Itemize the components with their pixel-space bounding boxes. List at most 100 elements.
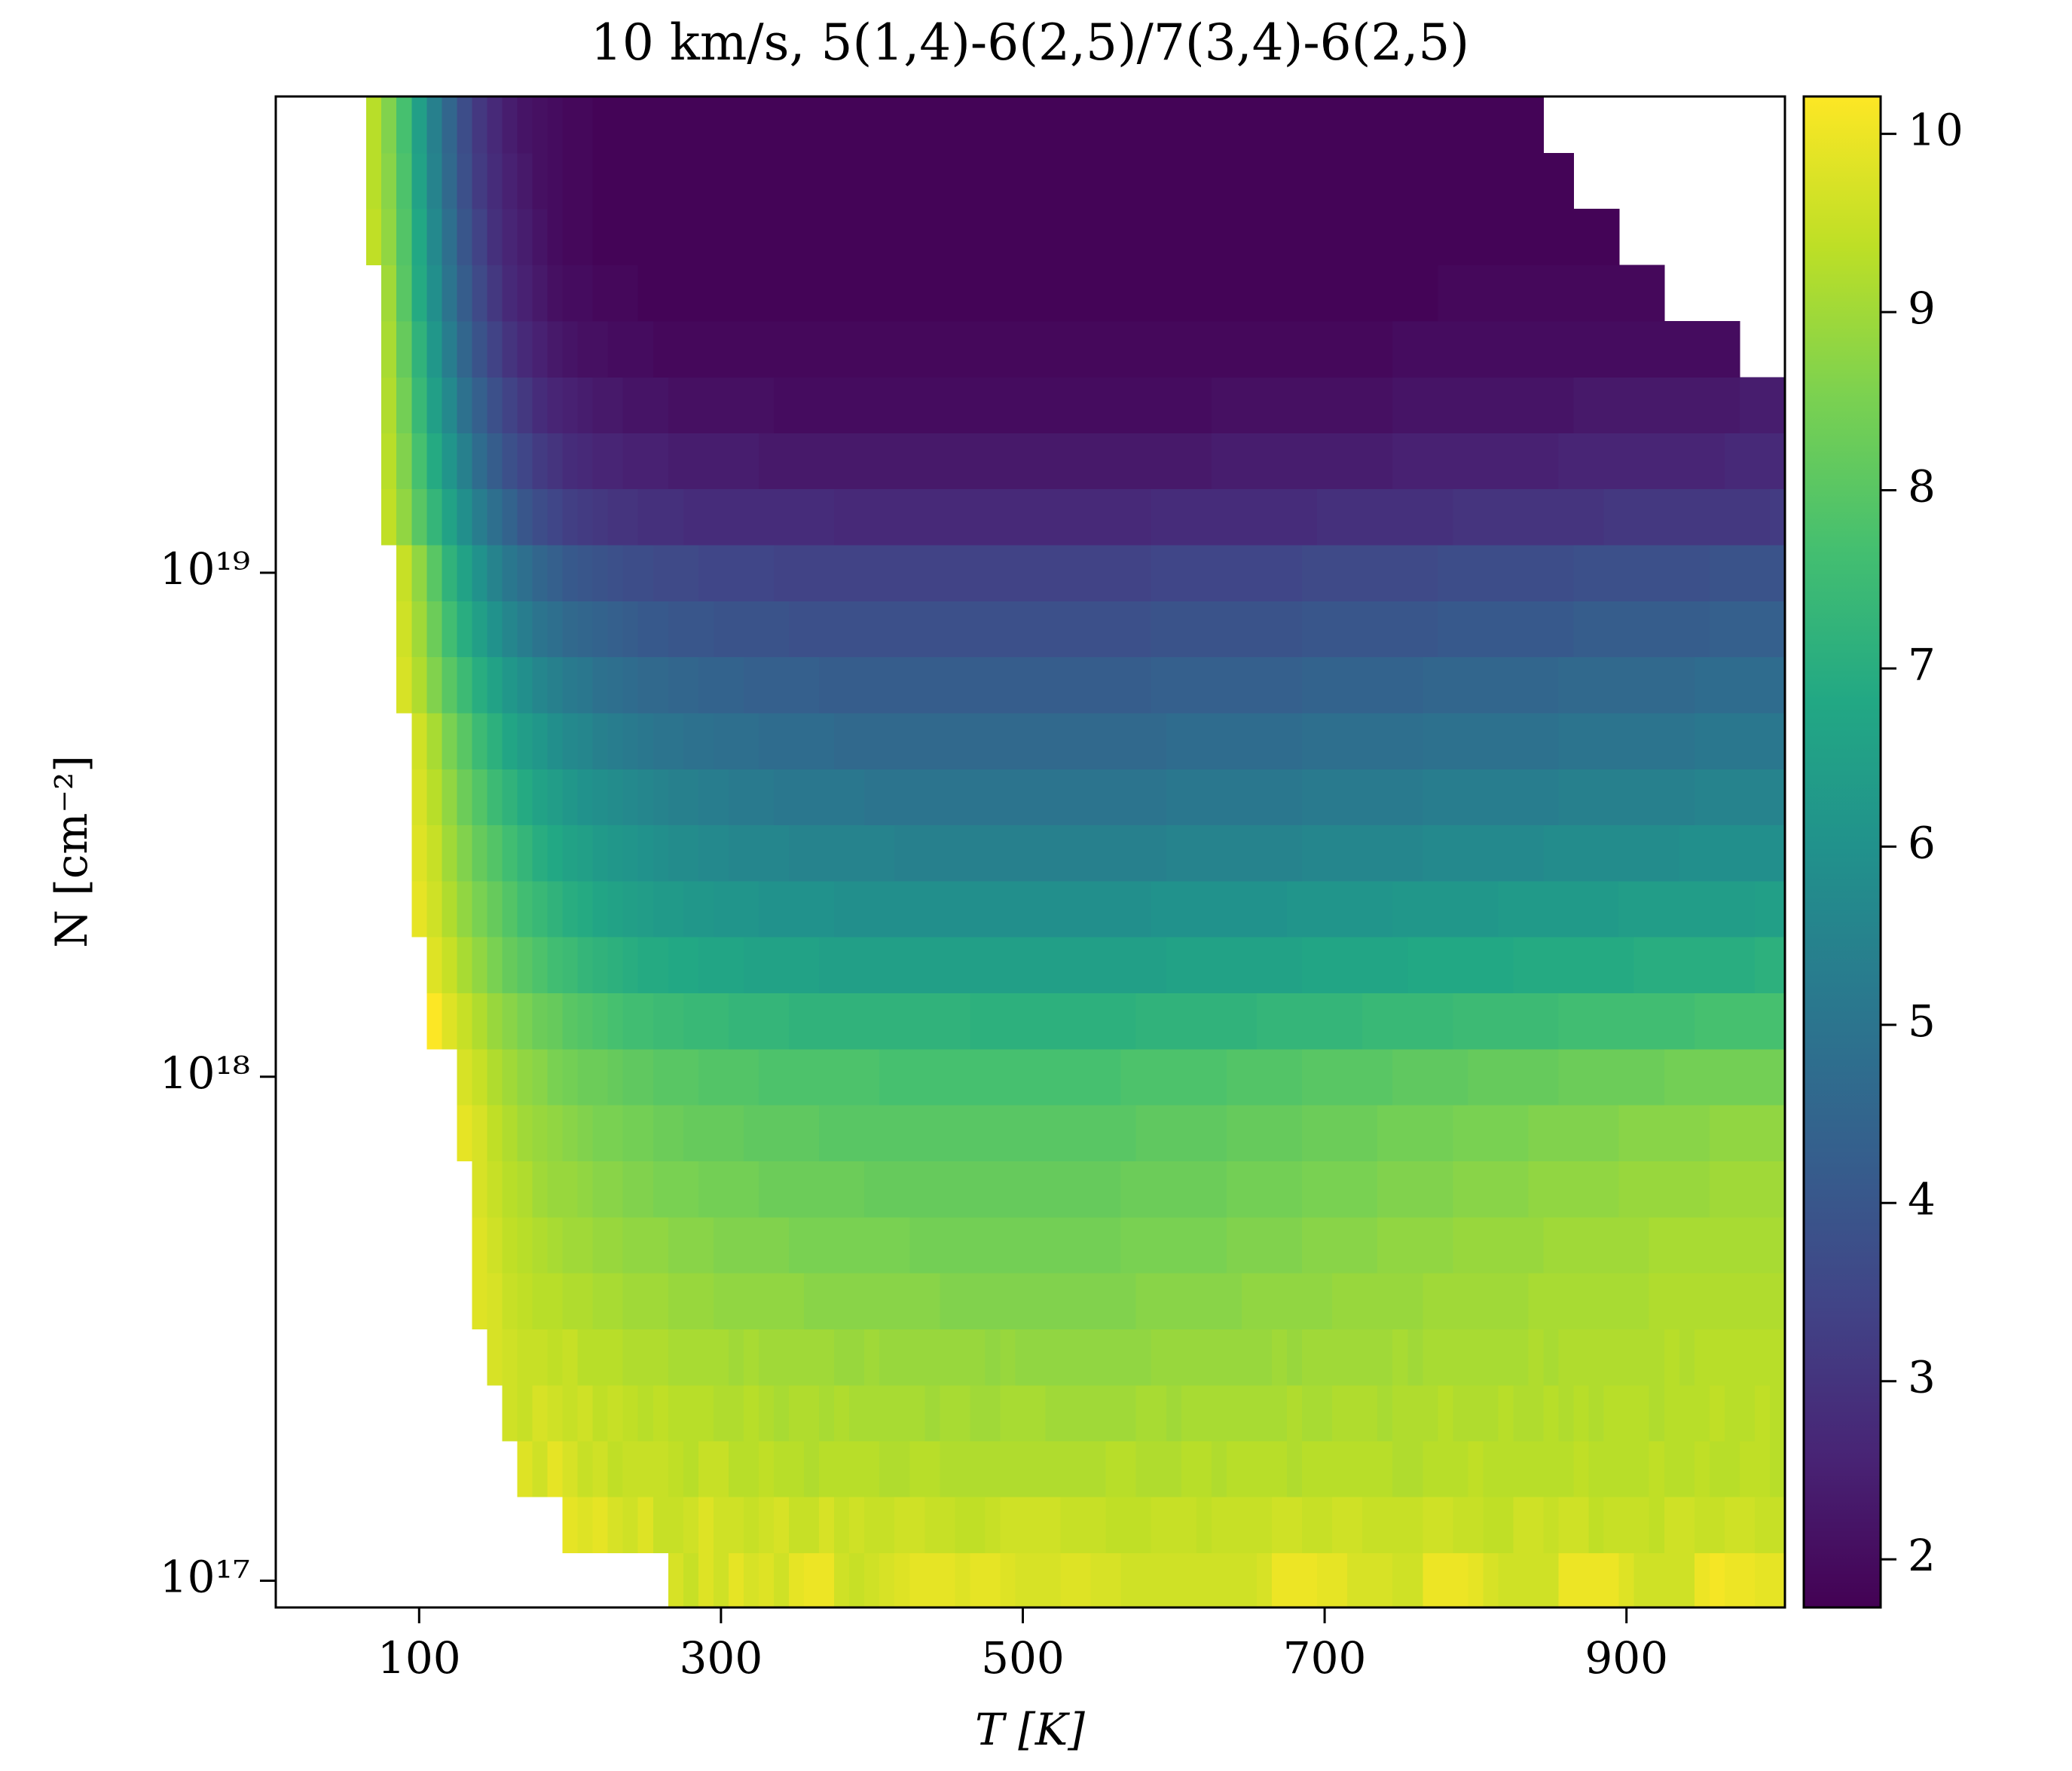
heatmap-cell [1543, 1048, 1560, 1106]
heatmap-cell [1090, 152, 1107, 210]
heatmap-cell [472, 1216, 488, 1274]
heatmap-cell [1423, 601, 1438, 658]
heatmap-cell [652, 209, 669, 266]
heatmap-cell [1211, 1048, 1227, 1106]
heatmap-cell [924, 1216, 940, 1274]
heatmap-cell [1015, 96, 1031, 154]
heatmap-cell [1498, 1384, 1514, 1442]
heatmap-cell [1317, 1552, 1333, 1607]
heatmap-cell [1362, 1329, 1378, 1386]
heatmap-cell [1498, 656, 1514, 714]
heatmap-cell [1769, 993, 1785, 1050]
heatmap-cell [1015, 320, 1031, 378]
heatmap-cell [1332, 152, 1348, 210]
heatmap-cell [1090, 601, 1107, 658]
heatmap-cell [985, 1048, 1001, 1106]
heatmap-cell [1271, 1273, 1288, 1330]
heatmap-cell [592, 656, 609, 714]
heatmap-cell [970, 152, 986, 210]
heatmap-cell [773, 824, 790, 882]
heatmap-cell [652, 544, 669, 601]
heatmap-cell [1679, 1161, 1695, 1218]
heatmap-cell [1573, 1273, 1590, 1330]
heatmap-cell [502, 881, 518, 937]
heatmap-cell [955, 1216, 970, 1274]
heatmap-cell [713, 1329, 729, 1386]
heatmap-cell [1528, 769, 1545, 826]
heatmap-cell [1317, 209, 1333, 266]
heatmap-cell [985, 544, 1001, 601]
heatmap-cell [804, 377, 820, 433]
heatmap-cell [924, 993, 940, 1050]
heatmap-cell [1392, 1273, 1408, 1330]
heatmap-cell [1241, 544, 1258, 601]
heatmap-cell [773, 1161, 790, 1218]
heatmap-cell [517, 377, 533, 433]
heatmap-cell [652, 824, 669, 882]
heatmap-cell [1664, 937, 1680, 993]
heatmap-cell [1618, 881, 1635, 937]
heatmap-cell [1045, 937, 1062, 993]
heatmap-cell [1090, 993, 1107, 1050]
heatmap-cell [457, 320, 472, 378]
heatmap-cell [1045, 488, 1062, 546]
heatmap-cell [1015, 824, 1031, 882]
heatmap-cell [1181, 1552, 1197, 1607]
heatmap-cell [698, 1440, 714, 1497]
heatmap-cell [622, 96, 639, 154]
heatmap-cell [1045, 656, 1062, 714]
heatmap-cell [1271, 1048, 1288, 1106]
heatmap-cell [517, 544, 533, 601]
heatmap-cell [1166, 824, 1182, 882]
heatmap-cell [1256, 1048, 1273, 1106]
heatmap-cell [1392, 488, 1408, 546]
heatmap-cell [562, 320, 579, 378]
heatmap-cell [1588, 656, 1605, 714]
heatmap-cell [1241, 1384, 1258, 1442]
heatmap-cell [1407, 1440, 1423, 1497]
heatmap-cell [472, 712, 488, 769]
heatmap-cell [1135, 656, 1152, 714]
heatmap-cell [1332, 433, 1348, 490]
heatmap-cell [1769, 937, 1785, 993]
heatmap-cell [426, 96, 442, 154]
heatmap-cell [1603, 1216, 1620, 1274]
heatmap-cell [1739, 1273, 1756, 1330]
heatmap-cell [1392, 1384, 1408, 1442]
heatmap-cell [1694, 712, 1710, 769]
heatmap-cell [1151, 152, 1167, 210]
heatmap-cell [1332, 1329, 1348, 1386]
heatmap-cell [1317, 937, 1333, 993]
heatmap-cell [1287, 1048, 1303, 1106]
heatmap-cell [396, 656, 412, 714]
heatmap-cell [1618, 601, 1635, 658]
heatmap-cell [1694, 1273, 1710, 1330]
heatmap-cell [547, 824, 564, 882]
heatmap-cell [1166, 1384, 1182, 1442]
heatmap-cell [1211, 1104, 1227, 1161]
heatmap-cell [1739, 544, 1756, 601]
heatmap-cell [1423, 1048, 1438, 1106]
heatmap-cell [1769, 824, 1785, 882]
heatmap-cell [637, 824, 654, 882]
heatmap-cell [894, 769, 910, 826]
heatmap-cell [698, 209, 714, 266]
heatmap-cell [1362, 1552, 1378, 1607]
heatmap-cell [758, 1273, 775, 1330]
heatmap-cell [1226, 488, 1242, 546]
heatmap-cell [1135, 433, 1152, 490]
heatmap-cell [1423, 656, 1438, 714]
heatmap-cell [1317, 601, 1333, 658]
heatmap-cell [487, 993, 503, 1050]
heatmap-cell [562, 1273, 579, 1330]
heatmap-cell [683, 601, 699, 658]
heatmap-cell [909, 1048, 925, 1106]
heatmap-cell [1664, 1329, 1680, 1386]
heatmap-cell [1015, 1273, 1031, 1330]
heatmap-cell [502, 488, 518, 546]
heatmap-cell [924, 320, 940, 378]
heatmap-cell [879, 881, 895, 937]
heatmap-cell [1453, 433, 1468, 490]
heatmap-cell [1438, 1216, 1453, 1274]
heatmap-cell [1090, 96, 1107, 154]
